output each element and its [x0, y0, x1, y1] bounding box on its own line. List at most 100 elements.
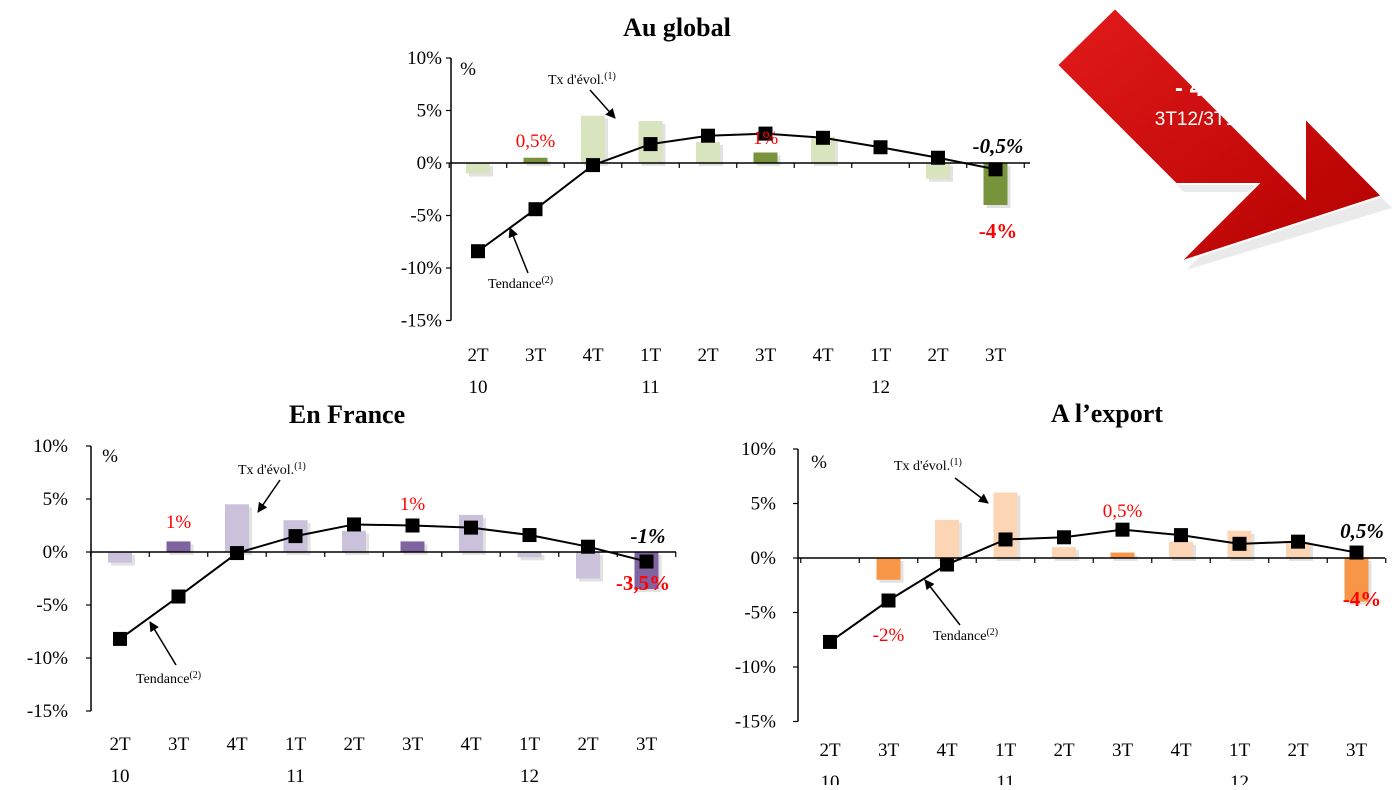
bar [1169, 541, 1193, 558]
bar [166, 541, 191, 552]
x-tick-label: 3T [525, 345, 547, 366]
end-bar-label: -4% [979, 219, 1018, 243]
bar-series-label: Tx d'évol.(1) [238, 461, 306, 478]
x-tick-year: 11 [996, 772, 1014, 785]
x-tick-label: 3T [985, 345, 1007, 366]
y-tick-label: -5% [410, 206, 442, 227]
bar-value-label: 0,5% [516, 131, 556, 152]
trend-point [288, 529, 303, 544]
x-tick-label: 2T [697, 345, 719, 366]
y-tick-label: 5% [417, 101, 443, 122]
bar [1110, 552, 1135, 558]
chart-en-france: En France% 10% 5% 0% -5% -10% -15% 2T 3T 4T 1T 2T 3T… [27, 400, 677, 787]
x-tick-label: 2T [109, 734, 131, 755]
y-tick-label: -15% [735, 712, 776, 733]
trend-point [230, 546, 244, 561]
trend-point [581, 539, 595, 554]
trend-point [988, 162, 1003, 177]
y-tick-label: 10% [741, 439, 776, 460]
y-tick-label: -15% [401, 311, 442, 332]
x-tick-label: 2T [819, 740, 841, 761]
bar [581, 115, 605, 163]
bar [935, 519, 959, 558]
x-tick-label: 4T [226, 734, 248, 755]
trend-point [881, 593, 896, 608]
bar [523, 157, 548, 163]
y-tick-label: -10% [401, 258, 442, 279]
x-tick-label: 2T [1287, 740, 1309, 761]
bar-value-label: 1% [400, 494, 426, 515]
x-tick-label: 4T [936, 740, 958, 761]
trend-point [823, 634, 837, 649]
x-tick-year: 12 [520, 766, 539, 785]
bar [696, 142, 720, 163]
x-tick-label: 1T [285, 734, 307, 755]
trend-point [1232, 536, 1247, 551]
bar [225, 504, 249, 552]
trend-label-arrow [508, 227, 529, 274]
badge-period: 3T12/3T11 [1155, 109, 1245, 130]
y-tick-label: -15% [27, 701, 68, 722]
trend-series-label: Tendance(2) [933, 627, 998, 644]
x-tick-label: 4T [812, 345, 834, 366]
x-tick-label: 2T [343, 734, 365, 755]
bar-value-label: -2% [873, 625, 905, 646]
summary-badge: - 4 % 3T12/3T11 [1055, 6, 1392, 270]
y-tick-label: 10% [33, 436, 68, 457]
trend-point [701, 128, 715, 143]
bar [876, 558, 901, 580]
trend-line [829, 528, 1357, 643]
y-unit-label: % [460, 59, 476, 80]
trend-point [940, 557, 954, 572]
end-trend-label: 0,5% [1340, 519, 1384, 543]
trend-point [931, 150, 945, 165]
x-tick-label: 4T [460, 734, 482, 755]
bar-value-label: 1% [753, 128, 779, 149]
x-tick-label: 2T [467, 345, 489, 366]
y-tick-label: 0% [417, 153, 443, 174]
x-tick-label: 3T [755, 345, 777, 366]
x-tick-label: 1T [640, 345, 662, 366]
x-tick-year: 12 [1230, 772, 1249, 785]
bar [753, 152, 778, 163]
trend-point [873, 140, 888, 155]
bar [466, 163, 490, 174]
x-tick-label: 2T [1053, 740, 1075, 761]
end-bar-label: -3,5% [616, 571, 670, 595]
bar-label-arrow [954, 477, 989, 504]
x-tick-label: 1T [519, 734, 541, 755]
y-tick-label: -10% [27, 648, 68, 669]
y-tick-label: -5% [36, 595, 68, 616]
bar-shadow [520, 555, 545, 561]
trend-point [522, 528, 537, 543]
trend-point [1291, 534, 1305, 549]
trend-point [471, 244, 485, 259]
y-unit-label: % [102, 446, 118, 467]
trend-point [171, 589, 186, 604]
x-tick-label: 3T [1346, 740, 1368, 761]
trend-point [464, 520, 478, 535]
bar [342, 530, 366, 552]
y-tick-label: -5% [744, 603, 776, 624]
trend-point [1057, 530, 1071, 545]
trend-series-label: Tendance(2) [136, 670, 201, 687]
trend-point [639, 554, 654, 569]
x-tick-year: 11 [286, 766, 304, 785]
x-tick-label: 3T [168, 734, 190, 755]
x-tick-year: 10 [821, 772, 840, 785]
chart-a-l-export: A l’export% 10% 5% 0% -5% -10% -15% 2T 3T 4T 1T 2T 3… [735, 399, 1387, 790]
trend-label-arrow [924, 579, 961, 626]
y-tick-label: 0% [751, 548, 777, 569]
trend-point [998, 532, 1013, 547]
x-tick-label: 3T [1112, 740, 1134, 761]
x-tick-year: 11 [641, 377, 659, 398]
trend-line [119, 523, 647, 640]
bar [1344, 558, 1369, 602]
trend-point [113, 631, 127, 646]
trend-point [758, 126, 773, 141]
bar-label-arrow [589, 89, 616, 119]
end-trend-label: -0,5% [973, 134, 1024, 158]
x-tick-label: 4T [1170, 740, 1192, 761]
bar [1052, 547, 1076, 558]
